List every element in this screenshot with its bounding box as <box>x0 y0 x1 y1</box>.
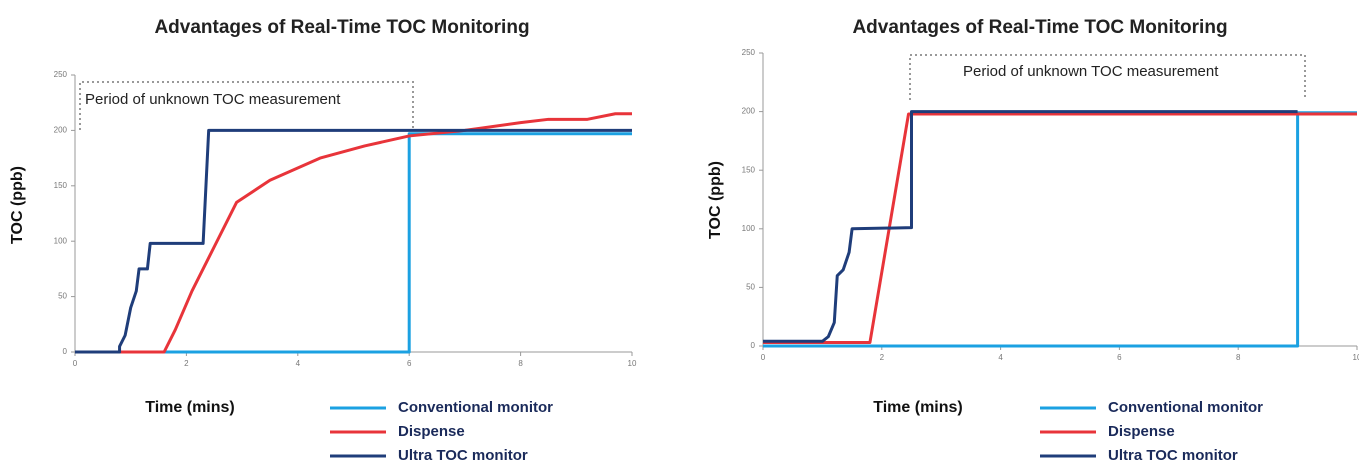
legend-label: Ultra TOC monitor <box>398 447 528 461</box>
annotation: Period of unknown TOC measurement <box>963 63 1219 80</box>
x-tick-label: 4 <box>296 359 301 368</box>
x-axis-label: Time (mins) <box>873 399 963 416</box>
y-tick-label: 50 <box>58 292 67 301</box>
x-tick-label: 10 <box>1353 353 1359 362</box>
y-tick-label: 250 <box>742 48 756 57</box>
legend-label: Ultra TOC monitor <box>1108 447 1238 461</box>
series-line <box>75 128 632 354</box>
x-axis-label: Time (mins) <box>145 399 235 416</box>
legend-label: Dispense <box>1108 423 1175 440</box>
y-tick-label: 50 <box>746 283 755 292</box>
x-tick-label: 8 <box>518 359 523 368</box>
y-tick-label: 250 <box>54 70 68 79</box>
y-tick-label: 0 <box>751 341 756 350</box>
y-axis-label: TOC (ppb) <box>9 166 26 244</box>
legend-label: Dispense <box>398 423 465 440</box>
y-axis-label: TOC (ppb) <box>707 161 724 239</box>
x-tick-label: 2 <box>880 353 885 362</box>
legend-label: Conventional monitor <box>1108 399 1263 416</box>
annotation-box <box>79 81 414 130</box>
annotation: Period of unknown TOC measurement <box>85 91 341 108</box>
y-tick-label: 0 <box>63 347 68 356</box>
x-tick-label: 6 <box>1117 353 1122 362</box>
y-tick-label: 100 <box>54 236 68 245</box>
chart-title: Advantages of Real-Time TOC Monitoring <box>154 17 529 38</box>
x-tick-label: 6 <box>407 359 412 368</box>
y-tick-label: 200 <box>54 126 68 135</box>
chart-title: Advantages of Real-Time TOC Monitoring <box>852 17 1227 38</box>
y-tick-label: 150 <box>54 181 68 190</box>
x-tick-label: 0 <box>73 359 78 368</box>
series-line <box>763 110 1298 343</box>
x-tick-label: 4 <box>998 353 1003 362</box>
x-tick-label: 0 <box>761 353 766 362</box>
x-tick-label: 10 <box>628 359 637 368</box>
x-tick-label: 2 <box>184 359 189 368</box>
y-tick-label: 200 <box>742 107 756 116</box>
series-line <box>75 132 632 354</box>
legend-label: Conventional monitor <box>398 399 553 416</box>
x-tick-label: 8 <box>1236 353 1241 362</box>
y-tick-label: 150 <box>742 165 756 174</box>
y-tick-label: 100 <box>742 224 756 233</box>
series-line <box>75 112 632 354</box>
